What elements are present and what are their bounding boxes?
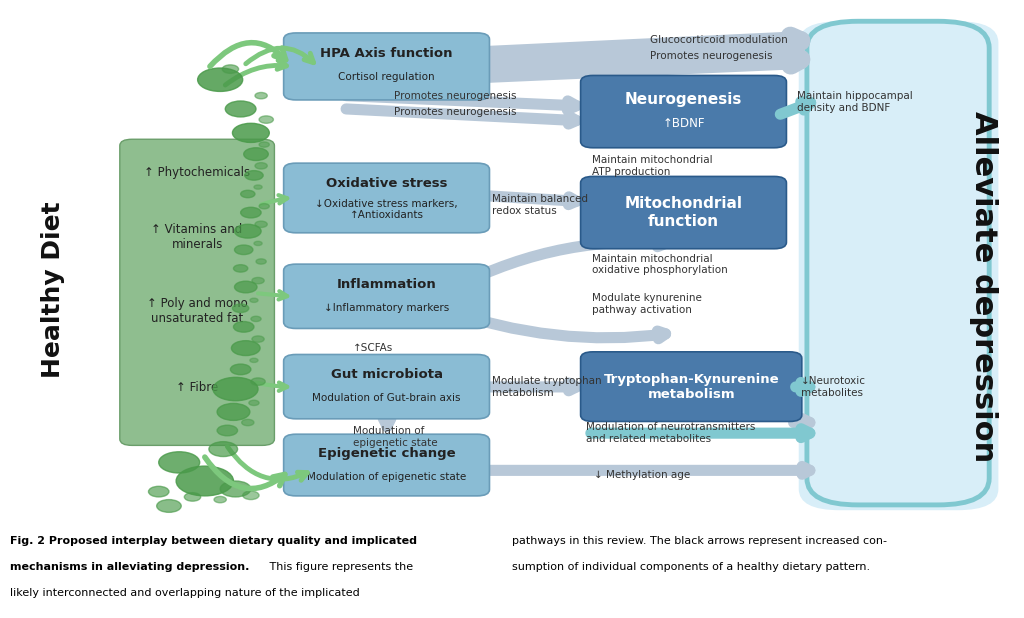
Text: ↓ Methylation age: ↓ Methylation age — [594, 470, 690, 480]
FancyBboxPatch shape — [120, 139, 274, 446]
Circle shape — [249, 400, 259, 405]
FancyBboxPatch shape — [284, 163, 489, 233]
Circle shape — [259, 142, 269, 147]
Text: This figure represents the: This figure represents the — [266, 562, 414, 572]
Text: Modulation of
epigenetic state: Modulation of epigenetic state — [353, 426, 438, 447]
Circle shape — [251, 316, 261, 321]
Text: Modulation of epigenetic state: Modulation of epigenetic state — [307, 472, 466, 482]
Circle shape — [198, 68, 243, 91]
Circle shape — [184, 493, 201, 501]
Text: Maintain balanced
redox status: Maintain balanced redox status — [492, 194, 588, 216]
Circle shape — [232, 124, 269, 142]
Circle shape — [217, 425, 238, 436]
Text: Mitochondrial
function: Mitochondrial function — [625, 197, 742, 229]
Circle shape — [217, 404, 250, 420]
Circle shape — [241, 190, 255, 198]
Circle shape — [252, 277, 264, 284]
Circle shape — [157, 499, 181, 512]
Circle shape — [233, 265, 248, 272]
Circle shape — [245, 171, 263, 180]
Circle shape — [209, 442, 238, 457]
FancyBboxPatch shape — [581, 177, 786, 248]
Circle shape — [259, 203, 269, 209]
FancyBboxPatch shape — [799, 21, 998, 510]
Circle shape — [254, 241, 262, 245]
Text: Modulation of Gut-brain axis: Modulation of Gut-brain axis — [312, 393, 461, 404]
Circle shape — [214, 496, 226, 503]
Circle shape — [231, 341, 260, 355]
Circle shape — [244, 148, 268, 161]
Circle shape — [230, 364, 251, 375]
Circle shape — [251, 378, 265, 386]
Text: ↑BDNF: ↑BDNF — [663, 117, 705, 130]
Text: ↑ Vitamins and
minerals: ↑ Vitamins and minerals — [152, 222, 243, 250]
Text: ↑SCFAs: ↑SCFAs — [353, 342, 393, 353]
Circle shape — [256, 259, 266, 264]
Text: ↓Oxidative stress markers,
↑Antioxidants: ↓Oxidative stress markers, ↑Antioxidants — [315, 199, 458, 221]
Text: Promotes neurogenesis: Promotes neurogenesis — [394, 91, 517, 101]
Text: Maintain hippocampal
density and BDNF: Maintain hippocampal density and BDNF — [797, 91, 912, 113]
Text: Tryptophan-Kynurenine
metabolism: Tryptophan-Kynurenine metabolism — [603, 373, 779, 400]
Circle shape — [255, 163, 267, 169]
Text: Modulation of neurotransmitters
and related metabolites: Modulation of neurotransmitters and rela… — [586, 422, 755, 444]
Text: likely interconnected and overlapping nature of the implicated: likely interconnected and overlapping na… — [10, 588, 360, 598]
FancyBboxPatch shape — [284, 434, 489, 496]
FancyBboxPatch shape — [284, 355, 489, 419]
Circle shape — [213, 378, 258, 400]
Text: Cortisol regulation: Cortisol regulation — [338, 72, 435, 82]
Circle shape — [176, 466, 233, 496]
Text: Alleviate depression: Alleviate depression — [969, 111, 997, 463]
Text: Glucocorticoid modulation: Glucocorticoid modulation — [650, 35, 788, 45]
Text: HPA Axis function: HPA Axis function — [321, 46, 453, 60]
Circle shape — [252, 336, 264, 342]
Text: Neurogenesis: Neurogenesis — [625, 93, 742, 108]
Circle shape — [255, 93, 267, 99]
Text: ↑ Poly and mono
unsaturated fat: ↑ Poly and mono unsaturated fat — [146, 297, 248, 325]
Circle shape — [232, 304, 249, 313]
Circle shape — [243, 491, 259, 499]
Text: mechanisms in alleviating depression.: mechanisms in alleviating depression. — [10, 562, 250, 572]
Text: Fig. 2 Proposed interplay between dietary quality and implicated: Fig. 2 Proposed interplay between dietar… — [10, 536, 417, 546]
Text: Gut microbiota: Gut microbiota — [331, 368, 442, 381]
Circle shape — [220, 481, 251, 497]
Text: ↑ Phytochemicals: ↑ Phytochemicals — [144, 166, 250, 179]
Circle shape — [234, 245, 253, 255]
Text: Maintain mitochondrial
ATP production: Maintain mitochondrial ATP production — [592, 155, 713, 177]
FancyBboxPatch shape — [581, 75, 786, 148]
Text: ↓Inflammatory markers: ↓Inflammatory markers — [324, 303, 450, 313]
Text: Modulate kynurenine
pathway activation: Modulate kynurenine pathway activation — [592, 293, 701, 315]
Text: Epigenetic change: Epigenetic change — [317, 447, 456, 460]
Circle shape — [234, 281, 257, 293]
Circle shape — [241, 207, 261, 218]
Circle shape — [222, 65, 239, 74]
Text: pathways in this review. The black arrows represent increased con-: pathways in this review. The black arrow… — [512, 536, 887, 546]
Circle shape — [159, 452, 200, 473]
Text: Modulate tryptophan
metabolism: Modulate tryptophan metabolism — [492, 376, 601, 398]
Text: Maintain mitochondrial
oxidative phosphorylation: Maintain mitochondrial oxidative phospho… — [592, 254, 728, 276]
Text: Oxidative stress: Oxidative stress — [326, 177, 447, 190]
Text: Promotes neurogenesis: Promotes neurogenesis — [650, 51, 773, 61]
Circle shape — [234, 224, 261, 238]
Circle shape — [225, 101, 256, 117]
Circle shape — [250, 298, 258, 302]
FancyBboxPatch shape — [581, 352, 802, 421]
Circle shape — [148, 486, 169, 497]
Text: Healthy Diet: Healthy Diet — [41, 201, 66, 378]
Circle shape — [259, 116, 273, 124]
Text: ↑ Fibre: ↑ Fibre — [176, 381, 218, 394]
Text: ↓Neurotoxic
metabolites: ↓Neurotoxic metabolites — [801, 376, 865, 398]
Circle shape — [233, 321, 254, 332]
FancyBboxPatch shape — [284, 33, 489, 100]
Circle shape — [250, 358, 258, 363]
Text: Inflammation: Inflammation — [337, 278, 436, 291]
FancyBboxPatch shape — [284, 264, 489, 328]
Circle shape — [255, 221, 267, 227]
Circle shape — [254, 185, 262, 189]
Text: Promotes neurogenesis: Promotes neurogenesis — [394, 107, 517, 117]
Text: sumption of individual components of a healthy dietary pattern.: sumption of individual components of a h… — [512, 562, 870, 572]
Circle shape — [242, 420, 254, 426]
